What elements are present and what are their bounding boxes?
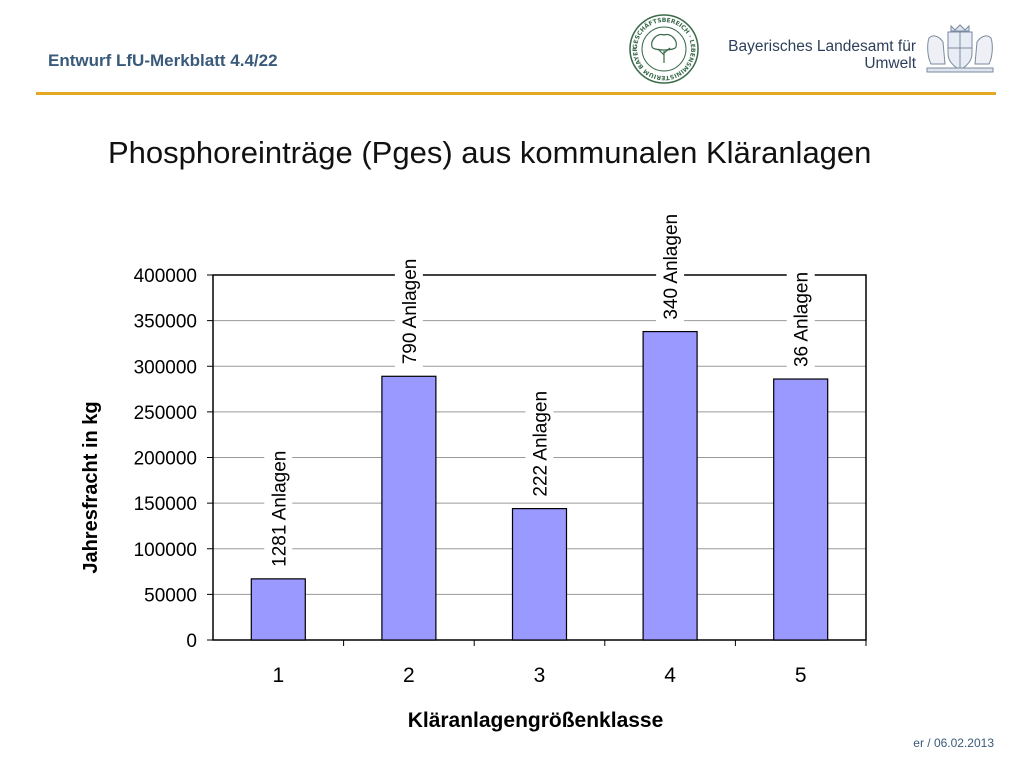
bar-1	[250, 578, 306, 641]
coat-of-arms-logo	[926, 24, 994, 73]
document-label: Entwurf LfU-Merkblatt 4.4/22	[48, 51, 278, 70]
y-tick-label: 300000	[134, 357, 197, 378]
x-tick-label: 4	[664, 664, 676, 687]
ministry-seal-logo: GESCHÄFTSBEREICH · LEBENSMINISTERIUM BAY…	[628, 13, 699, 84]
bar-annotation-1: 1281 Anlagen	[269, 451, 290, 567]
y-tick-label: 50000	[144, 585, 197, 606]
agency-line-1: Bayerisches Landesamt für	[728, 38, 916, 55]
bar-4	[642, 330, 698, 641]
y-tick-label: 400000	[134, 266, 197, 287]
annotation-backing	[264, 430, 293, 571]
y-tick-label: 0	[186, 631, 197, 652]
x-tick-label: 1	[272, 664, 284, 687]
annotation-backing	[394, 239, 423, 369]
annotation-backing	[525, 371, 554, 501]
y-tick-label: 350000	[134, 312, 197, 333]
y-tick-label: 100000	[134, 540, 197, 561]
bar-annotation-2: 790 Anlagen	[400, 259, 421, 365]
bar-2	[381, 375, 437, 641]
y-tick-label: 200000	[134, 449, 197, 470]
bar-5	[773, 378, 829, 641]
bar-annotation-3: 222 Anlagen	[531, 391, 552, 497]
agency-line-2: Umwelt	[864, 55, 916, 72]
bar-annotation-4: 340 Anlagen	[661, 214, 682, 320]
x-tick-label: 2	[403, 664, 415, 687]
y-tick-label: 150000	[134, 494, 197, 515]
x-tick-label: 5	[795, 664, 807, 687]
y-axis-title: Jahresfracht in kg	[80, 401, 102, 573]
agency-name: Bayerisches Landesamt für Umwelt	[728, 38, 916, 72]
bar-annotation-5: 36 Anlagen	[792, 272, 813, 367]
bar-3	[511, 508, 568, 641]
tree-icon	[651, 34, 677, 63]
slide-title: Phosphoreinträge (Pges) aus kommunalen K…	[108, 135, 872, 170]
annotation-backing	[786, 253, 815, 372]
annotation-backing	[656, 194, 685, 324]
footer-date: er / 06.02.2013	[913, 736, 994, 750]
header-divider	[36, 92, 996, 95]
x-tick-label: 3	[534, 664, 546, 687]
x-axis-title: Kläranlagengrößenklasse	[408, 709, 664, 732]
y-tick-label: 250000	[134, 403, 197, 424]
